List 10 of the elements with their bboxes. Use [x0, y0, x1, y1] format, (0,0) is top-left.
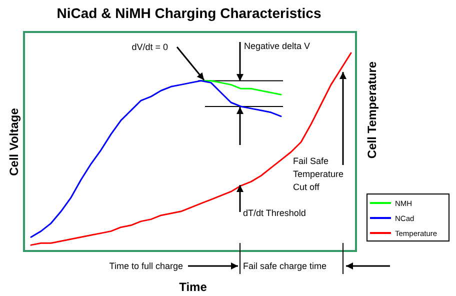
x-axis-title: Time — [179, 280, 208, 294]
text: Fail safe charge time — [243, 261, 327, 271]
annotation: Fail Safe Temperature Cut off — [293, 156, 344, 192]
chart-title: NiCad & NiMH Charging Characteristics — [56, 5, 322, 21]
y2-axis-title: Cell Temperature — [365, 61, 379, 159]
y-axis-title: Cell Voltage — [7, 108, 21, 176]
annotation: dT/dt Threshold — [243, 208, 306, 218]
text: dV/dt = 0 — [132, 42, 168, 52]
text: Time to full charge — [109, 261, 183, 271]
text: Negative delta V — [244, 41, 310, 51]
